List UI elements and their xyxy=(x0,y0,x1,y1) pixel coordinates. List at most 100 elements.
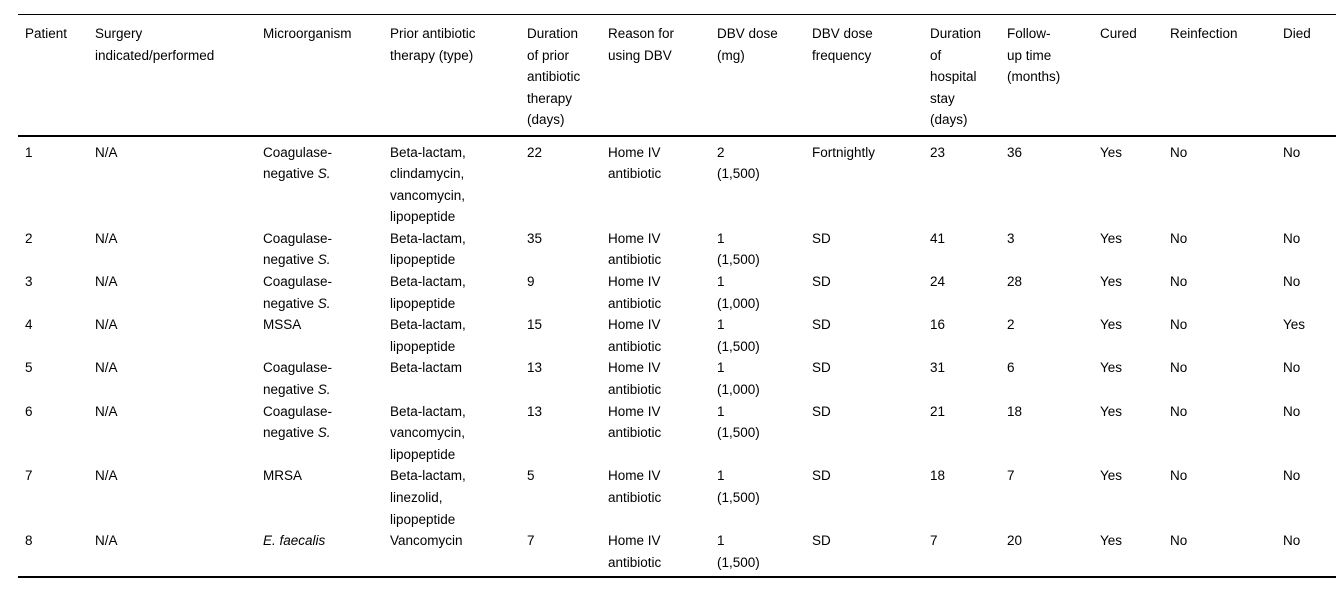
cell-surgery: N/A xyxy=(95,144,118,160)
cell-dbv-dose: 2 (1,500) xyxy=(717,144,760,182)
cell-died: No xyxy=(1283,403,1301,419)
microorganism-name: Coagulase- negative xyxy=(263,360,333,398)
cell-follow-up: 3 xyxy=(1007,230,1015,246)
cell-dbv-dose: 1 (1,500) xyxy=(717,317,760,354)
cell-patient: 2 xyxy=(25,230,33,246)
cell-cured: Yes xyxy=(1100,230,1123,246)
microorganism-species-italic: S. xyxy=(317,382,331,398)
cell-dbv-dose: 1 (1,500) xyxy=(717,230,760,268)
cell-microorganism: Coagulase- negative S. xyxy=(263,401,390,466)
cell-hospital-stay: 31 xyxy=(930,360,946,376)
column-header-prior-antibiotic-duration: Duration of prior antibiotic therapy (da… xyxy=(527,14,608,137)
cell-prior-antibiotic-duration: 22 xyxy=(527,144,543,160)
cell-follow-up: 36 xyxy=(1007,144,1023,160)
column-header-cured: Cured xyxy=(1100,14,1170,137)
header-row: Patient Surgery indicated/performed Micr… xyxy=(18,14,1336,137)
cell-reason: Home IV antibiotic xyxy=(608,230,662,268)
cell-dbv-dose-frequency: SD xyxy=(812,360,831,376)
cell-cured: Yes xyxy=(1100,144,1123,160)
cell-prior-antibiotic-type: Beta-lactam xyxy=(390,360,463,376)
cell-dbv-dose-frequency: SD xyxy=(812,468,831,484)
column-header-hospital-stay: Duration of hospital stay (days) xyxy=(930,14,1007,137)
cell-cured: Yes xyxy=(1100,533,1123,549)
cell-follow-up: 18 xyxy=(1007,403,1023,419)
cell-reinfection: No xyxy=(1170,230,1188,246)
cell-reinfection: No xyxy=(1170,468,1188,484)
table-row: 1 N/A Coagulase- negative S. Beta-lactam… xyxy=(18,136,1336,228)
cell-dbv-dose-frequency: SD xyxy=(812,533,831,549)
cell-dbv-dose-frequency: SD xyxy=(812,403,831,419)
microorganism-name: Coagulase- negative xyxy=(263,230,333,268)
patient-outcomes-table: Patient Surgery indicated/performed Micr… xyxy=(18,14,1336,579)
cell-prior-antibiotic-type: Beta-lactam, lipopeptide xyxy=(390,274,466,311)
cell-prior-antibiotic-duration: 13 xyxy=(527,403,543,419)
cell-reason: Home IV antibiotic xyxy=(608,403,662,441)
table-row: 2 N/A Coagulase- negative S. Beta-lactam… xyxy=(18,228,1336,271)
patient-outcomes-table-wrapper: Patient Surgery indicated/performed Micr… xyxy=(18,14,1336,579)
cell-prior-antibiotic-type: Beta-lactam, lipopeptide xyxy=(390,230,466,268)
table-row: 3 N/A Coagulase- negative S. Beta-lactam… xyxy=(18,271,1336,314)
cell-cured: Yes xyxy=(1100,403,1123,419)
cell-prior-antibiotic-type: Beta-lactam, vancomycin, lipopeptide xyxy=(390,403,466,462)
cell-dbv-dose: 1 (1,000) xyxy=(717,274,760,311)
microorganism-species-italic: S. xyxy=(317,295,331,311)
cell-cured: Yes xyxy=(1100,360,1123,376)
cell-dbv-dose-frequency: SD xyxy=(812,317,831,333)
cell-patient: 1 xyxy=(25,144,33,160)
cell-reinfection: No xyxy=(1170,274,1188,290)
cell-follow-up: 6 xyxy=(1007,360,1015,376)
cell-surgery: N/A xyxy=(95,533,118,549)
cell-reinfection: No xyxy=(1170,533,1188,549)
table-row: 5 N/A Coagulase- negative S. Beta-lactam… xyxy=(18,357,1336,400)
cell-dbv-dose: 1 (1,500) xyxy=(717,403,760,441)
cell-patient: 8 xyxy=(25,533,33,549)
cell-dbv-dose: 1 (1,500) xyxy=(717,533,760,570)
cell-microorganism: MSSA xyxy=(263,314,390,357)
cell-dbv-dose-frequency: SD xyxy=(812,230,831,246)
cell-surgery: N/A xyxy=(95,360,118,376)
microorganism-name: MSSA xyxy=(263,317,302,333)
cell-follow-up: 7 xyxy=(1007,468,1015,484)
microorganism-species-italic: S. xyxy=(317,166,331,182)
cell-patient: 5 xyxy=(25,360,33,376)
cell-patient: 7 xyxy=(25,468,33,484)
cell-patient: 6 xyxy=(25,403,33,419)
microorganism-species-italic: E. faecalis xyxy=(263,533,326,549)
column-header-dbv-dose-frequency: DBV dose frequency xyxy=(812,14,930,137)
cell-surgery: N/A xyxy=(95,317,118,333)
column-header-surgery: Surgery indicated/performed xyxy=(95,14,263,137)
microorganism-name: Coagulase- negative xyxy=(263,274,333,311)
cell-hospital-stay: 21 xyxy=(930,403,946,419)
cell-microorganism: Coagulase- negative S. xyxy=(263,228,390,271)
microorganism-species-italic: S. xyxy=(317,252,331,268)
cell-prior-antibiotic-type: Vancomycin xyxy=(390,533,463,549)
column-header-prior-antibiotic-type: Prior antibiotic therapy (type) xyxy=(390,14,527,137)
cell-prior-antibiotic-duration: 13 xyxy=(527,360,543,376)
cell-reinfection: No xyxy=(1170,360,1188,376)
cell-cured: Yes xyxy=(1100,274,1123,290)
cell-hospital-stay: 18 xyxy=(930,468,946,484)
cell-cured: Yes xyxy=(1100,468,1123,484)
cell-died: No xyxy=(1283,230,1301,246)
cell-hospital-stay: 7 xyxy=(930,533,938,549)
cell-follow-up: 28 xyxy=(1007,274,1023,290)
cell-prior-antibiotic-duration: 9 xyxy=(527,274,535,290)
cell-surgery: N/A xyxy=(95,230,118,246)
cell-prior-antibiotic-type: Beta-lactam, linezolid, lipopeptide xyxy=(390,468,466,527)
cell-microorganism: Coagulase- negative S. xyxy=(263,136,390,228)
column-header-reason: Reason for using DBV xyxy=(608,14,717,137)
cell-surgery: N/A xyxy=(95,403,118,419)
cell-dbv-dose-frequency: SD xyxy=(812,274,831,290)
cell-microorganism: MRSA xyxy=(263,465,390,530)
cell-prior-antibiotic-duration: 15 xyxy=(527,317,543,333)
column-header-died: Died xyxy=(1283,14,1336,137)
cell-died: No xyxy=(1283,468,1301,484)
cell-prior-antibiotic-duration: 5 xyxy=(527,468,535,484)
column-header-dbv-dose: DBV dose (mg) xyxy=(717,14,812,137)
cell-patient: 3 xyxy=(25,274,33,290)
cell-reinfection: No xyxy=(1170,317,1188,333)
cell-reason: Home IV antibiotic xyxy=(608,360,662,398)
table-body: 1 N/A Coagulase- negative S. Beta-lactam… xyxy=(18,136,1336,578)
table-header: Patient Surgery indicated/performed Micr… xyxy=(18,14,1336,137)
